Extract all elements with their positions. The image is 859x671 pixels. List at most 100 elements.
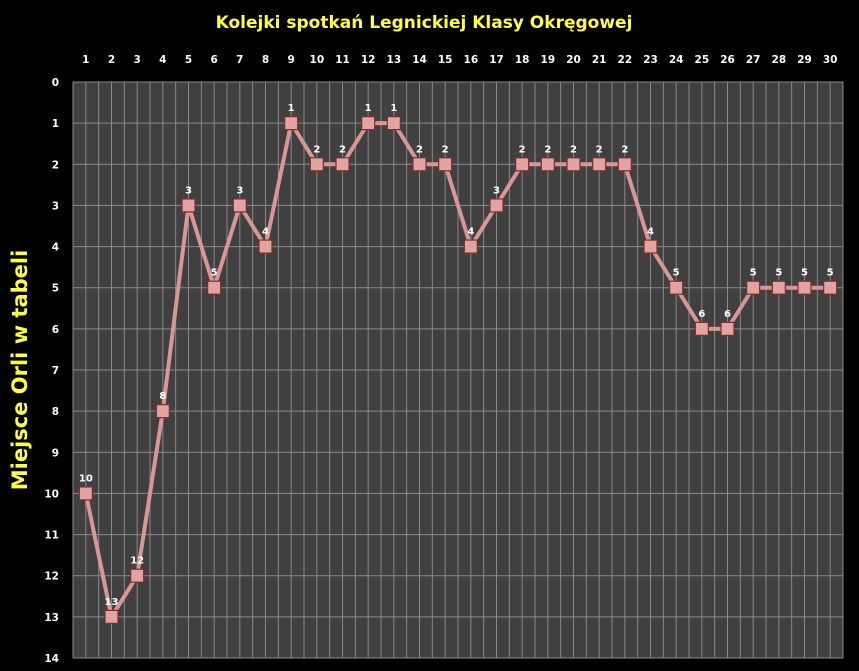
x-tick-label: 28 [772,54,787,66]
x-tick-label: 5 [185,54,192,66]
x-tick-label: 16 [464,54,479,66]
data-label: 1 [365,103,372,114]
x-tick-label: 21 [592,54,607,66]
data-label: 13 [105,597,119,608]
y-tick-label: 6 [52,324,59,336]
data-point-marker [489,198,504,213]
data-point-marker [694,321,709,336]
x-tick-label: 25 [695,54,710,66]
x-tick-label: 14 [412,54,427,66]
data-label: 3 [236,185,243,196]
x-tick-label: 7 [236,54,243,66]
data-point-marker [720,321,735,336]
x-tick-label: 23 [643,54,658,66]
data-point-marker [130,568,145,583]
data-point-marker [592,157,607,172]
x-tick-label: 4 [159,54,166,66]
data-label: 2 [544,144,551,155]
x-tick-label: 3 [134,54,141,66]
y-tick-label: 2 [52,159,59,171]
x-tick-label: 29 [797,54,812,66]
x-tick-label: 12 [361,54,376,66]
data-point-marker [771,280,786,295]
y-tick-label: 8 [52,406,59,418]
data-point-marker [258,239,273,254]
y-tick-label: 3 [52,200,59,212]
data-label: 2 [519,144,526,155]
x-tick-label: 8 [262,54,269,66]
data-label: 4 [467,227,474,238]
data-label: 4 [647,227,654,238]
y-tick-label: 13 [44,612,59,624]
y-tick-label: 11 [44,530,59,542]
x-tick-label: 30 [823,54,838,66]
y-axis-label: Miejsce Orli w tabeli [8,250,32,491]
x-tick-label: 17 [489,54,504,66]
data-point-marker [617,157,632,172]
data-point-marker [386,116,401,131]
data-point-marker [463,239,478,254]
x-tick-label: 20 [566,54,581,66]
data-point-marker [823,280,838,295]
data-point-marker [797,280,812,295]
y-tick-label: 0 [52,77,59,89]
x-tick-label: 13 [387,54,402,66]
x-tick-label: 1 [82,54,89,66]
x-tick-label: 15 [438,54,453,66]
data-point-marker [284,116,299,131]
data-label: 2 [442,144,449,155]
data-label: 5 [775,268,782,279]
y-tick-label: 7 [52,365,59,377]
data-point-marker [669,280,684,295]
x-tick-label: 2 [108,54,115,66]
data-label: 1 [390,103,397,114]
data-point-marker [78,486,93,501]
y-tick-label: 5 [52,283,59,295]
data-label: 6 [724,309,731,320]
data-label: 5 [211,268,218,279]
data-point-marker [104,609,119,624]
data-label: 3 [493,185,500,196]
y-tick-label: 10 [44,488,59,500]
data-point-marker [746,280,761,295]
data-point-marker [232,198,247,213]
y-tick-label: 9 [52,447,59,459]
y-tick-label: 4 [52,242,59,254]
x-tick-label: 27 [746,54,761,66]
data-label: 5 [827,268,834,279]
data-label: 2 [596,144,603,155]
x-tick-label: 18 [515,54,530,66]
data-point-marker [566,157,581,172]
data-point-marker [438,157,453,172]
x-tick-label: 26 [720,54,735,66]
data-point-marker [335,157,350,172]
x-tick-label: 10 [310,54,325,66]
data-point-marker [643,239,658,254]
data-label: 2 [621,144,628,155]
data-label: 5 [673,268,680,279]
data-label: 12 [130,556,144,567]
data-label: 4 [262,227,269,238]
data-point-marker [155,404,170,419]
x-tick-label: 24 [669,54,684,66]
data-point-marker [309,157,324,172]
gridlines [72,81,844,659]
chart-title: Kolejki spotkań Legnickiej Klasy Okręgow… [216,13,633,33]
data-label: 5 [801,268,808,279]
y-tick-label: 12 [44,571,59,583]
data-label: 1 [288,103,295,114]
x-tick-label: 11 [335,54,350,66]
x-tick-label: 22 [618,54,633,66]
data-label: 10 [79,473,93,484]
data-label: 8 [159,391,166,402]
data-point-marker [540,157,555,172]
y-tick-label: 14 [44,653,59,665]
x-tick-labels: 1 2 3 4 5 6 7 8 9 10 11 12 13 14 15 16 17 18 19 20 21 22 23 24 2… [82,54,837,66]
y-tick-label: 1 [52,118,59,130]
data-label: 2 [339,144,346,155]
data-point-marker [207,280,222,295]
x-tick-label: 19 [541,54,556,66]
